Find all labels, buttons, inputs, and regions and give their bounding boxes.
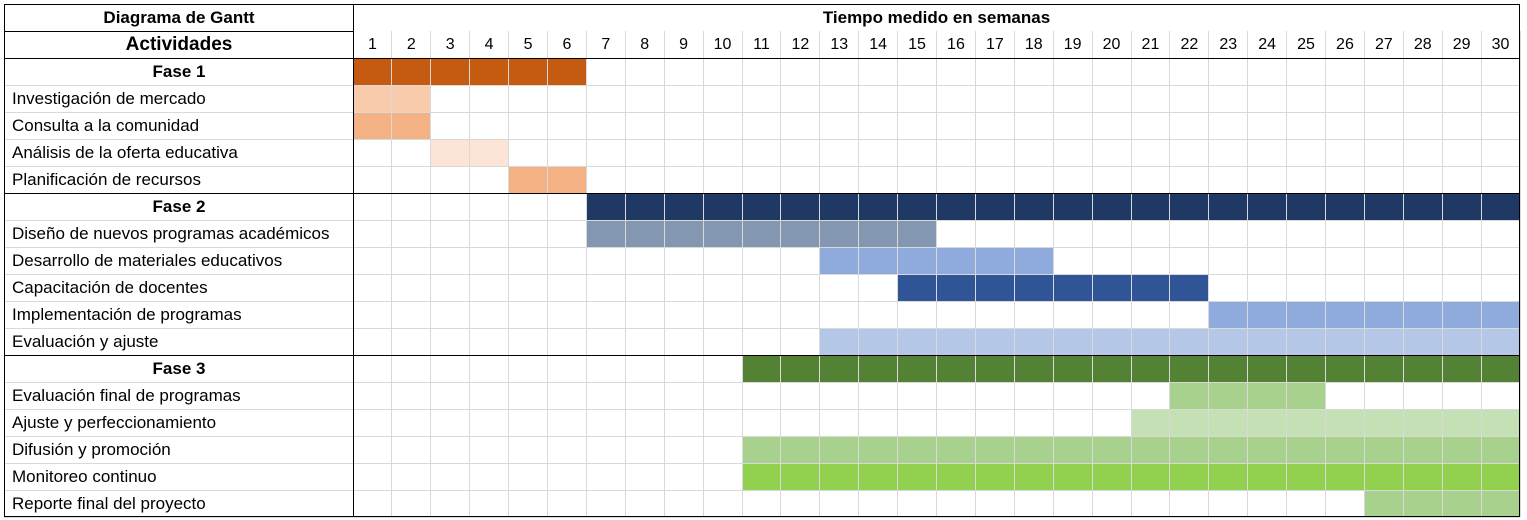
week-label: 5 <box>523 35 533 53</box>
task-label: Evaluación y ajuste <box>12 331 159 351</box>
week-label: 16 <box>947 35 965 53</box>
week-label: 13 <box>830 35 849 53</box>
week-label: 21 <box>1141 35 1160 53</box>
grid-line-horizontal <box>4 489 1520 491</box>
grid-line-horizontal <box>4 462 1520 464</box>
grid-line-horizontal <box>4 300 1520 302</box>
phase-label: Fase 1 <box>152 61 206 81</box>
week-label: 14 <box>869 35 888 53</box>
task-label: Difusión y promoción <box>12 439 171 459</box>
grid-line-horizontal <box>4 165 1520 167</box>
week-label: 11 <box>753 35 770 53</box>
divider-label-column <box>353 4 354 517</box>
task-bar <box>586 220 937 247</box>
phase-label: Fase 2 <box>152 196 206 216</box>
border-top <box>4 4 1520 5</box>
week-label: 20 <box>1102 35 1121 53</box>
week-label: 29 <box>1452 35 1471 53</box>
task-label: Desarrollo de materiales educativos <box>12 250 283 270</box>
task-label: Análisis de la oferta educativa <box>12 142 238 162</box>
week-label: 23 <box>1219 35 1238 53</box>
task-label: Implementación de programas <box>12 304 242 324</box>
grid-line-horizontal <box>4 138 1520 140</box>
grid-line-horizontal <box>4 219 1520 221</box>
week-label: 7 <box>601 35 611 53</box>
week-label: 6 <box>562 35 572 53</box>
week-label: 1 <box>367 35 377 53</box>
task-label: Diseño de nuevos programas académicos <box>12 223 330 243</box>
grid-line-horizontal <box>4 408 1520 410</box>
grid-line-horizontal <box>4 84 1520 86</box>
task-label: Reporte final del proyecto <box>12 493 206 513</box>
grid-line-horizontal <box>4 435 1520 437</box>
week-label: 4 <box>484 35 494 53</box>
week-label: 15 <box>908 35 926 53</box>
grid-line-vertical <box>1519 31 1521 517</box>
week-label: 22 <box>1180 35 1199 53</box>
task-label: Planificación de recursos <box>12 169 201 189</box>
grid-line-horizontal <box>4 273 1520 275</box>
grid-line-horizontal <box>4 111 1520 113</box>
week-label: 28 <box>1413 35 1432 53</box>
border-left <box>4 4 5 517</box>
week-label: 24 <box>1258 35 1277 53</box>
task-label: Consulta a la comunidad <box>12 115 200 135</box>
divider-header-left <box>4 31 353 32</box>
phase-label: Fase 3 <box>152 358 206 378</box>
grid-line-horizontal <box>4 516 1520 518</box>
week-label: 9 <box>679 35 689 53</box>
chart-title: Diagrama de Gantt <box>103 7 255 27</box>
week-label: 3 <box>445 35 455 53</box>
divider-phase <box>4 193 1520 194</box>
week-label: 12 <box>791 35 810 53</box>
task-label: Monitoreo continuo <box>12 466 157 486</box>
week-label: 18 <box>1024 35 1043 53</box>
task-label: Investigación de mercado <box>12 88 206 108</box>
week-label: 27 <box>1374 35 1393 53</box>
border-right <box>1519 4 1520 517</box>
week-label: 17 <box>985 35 1004 53</box>
grid-line-horizontal <box>4 327 1520 329</box>
time-header: Tiempo medido en semanas <box>822 7 1051 27</box>
grid-line-horizontal <box>4 246 1520 248</box>
task-label: Capacitación de docentes <box>12 277 208 297</box>
grid-line-horizontal <box>4 381 1520 383</box>
divider-phase <box>4 355 1520 356</box>
task-label: Evaluación final de programas <box>12 385 241 405</box>
week-label: 19 <box>1063 35 1082 53</box>
week-label: 10 <box>713 35 732 53</box>
divider-header-bottom <box>4 58 1520 59</box>
week-label: 25 <box>1297 35 1315 53</box>
week-label: 26 <box>1336 35 1354 53</box>
task-label: Ajuste y perfeccionamiento <box>12 412 217 432</box>
week-label: 2 <box>406 35 416 53</box>
activities-header: Actividades <box>125 33 233 55</box>
week-label: 8 <box>640 35 650 53</box>
border-bottom <box>4 516 1520 517</box>
week-label: 30 <box>1491 35 1510 53</box>
